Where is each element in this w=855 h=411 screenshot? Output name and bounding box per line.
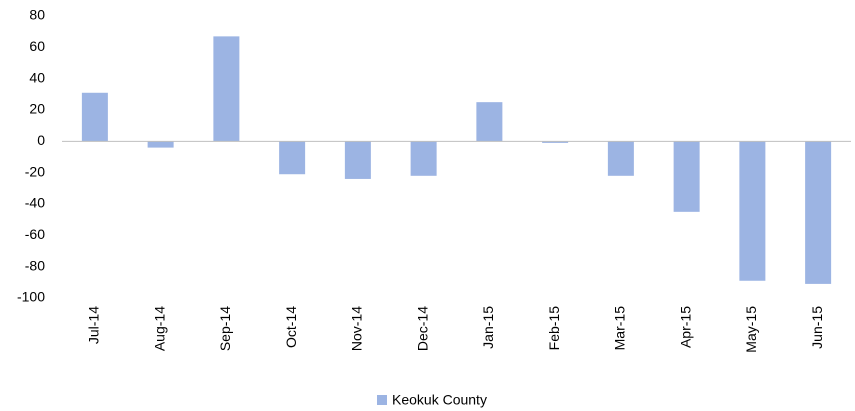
x-tick-label: Dec-14 — [414, 306, 430, 351]
bar — [542, 141, 569, 143]
x-tick-label: Apr-15 — [677, 306, 693, 348]
y-tick-label: 40 — [29, 69, 45, 85]
bar — [213, 36, 240, 142]
y-tick-label: 80 — [29, 7, 45, 23]
x-tick-label: Feb-15 — [546, 306, 562, 351]
bar — [279, 141, 306, 175]
x-tick-label: Jan-15 — [480, 306, 496, 349]
bar — [805, 141, 832, 284]
bar — [739, 141, 766, 281]
x-tick-label: Aug-14 — [151, 306, 167, 351]
y-tick-label: -40 — [25, 195, 45, 211]
legend-swatch — [377, 395, 387, 405]
x-tick-label: Nov-14 — [349, 306, 365, 351]
bar — [344, 141, 371, 179]
x-tick-label: Mar-15 — [612, 306, 628, 351]
x-tick-label: May-15 — [743, 306, 759, 353]
bar — [81, 92, 108, 142]
bar — [673, 141, 700, 212]
x-tick-label: Sep-14 — [217, 306, 233, 351]
bar — [147, 141, 174, 148]
x-tick-label: Oct-14 — [283, 306, 299, 348]
y-tick-label: 60 — [29, 38, 45, 54]
y-tick-label: -20 — [25, 163, 45, 179]
y-tick-label: 0 — [37, 132, 45, 148]
y-tick-label: -100 — [17, 289, 45, 305]
y-tick-label: -60 — [25, 226, 45, 242]
x-tick-label: Jun-15 — [809, 306, 825, 349]
x-tick-label: Jul-14 — [86, 306, 102, 344]
bar — [476, 102, 503, 142]
bar — [410, 141, 437, 176]
legend-label: Keokuk County — [392, 392, 487, 408]
y-tick-label: 20 — [29, 101, 45, 117]
y-tick-label: -80 — [25, 257, 45, 273]
bar — [607, 141, 634, 176]
